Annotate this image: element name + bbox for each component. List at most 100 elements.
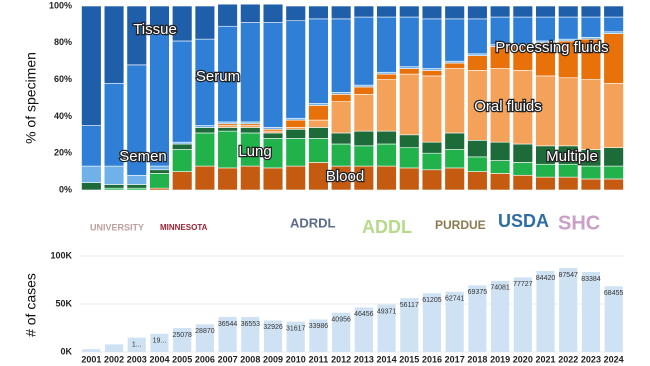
bar-segment [172,5,193,42]
x-tick-label: 2011 [309,354,329,364]
y-tick-label: 40% [54,111,72,121]
bar-segment [467,140,488,158]
value-label: 36553 [241,321,261,328]
bar [127,337,146,352]
bar-segment [172,171,193,191]
bar-segment [308,5,329,20]
x-tick-label: 2012 [331,354,351,364]
bar [104,344,124,352]
x-tick-label: 2024 [604,354,624,364]
bar-segment [580,5,602,18]
bar-segment [444,18,465,62]
bar-segment [421,5,443,20]
bar-segment [285,138,306,167]
bar-segment [376,79,397,132]
x-tick-label: 2022 [558,354,578,364]
bar-segment [444,5,465,20]
bar [309,319,328,352]
x-tick-label: 2013 [354,354,374,364]
bar-segment [558,16,579,40]
bar-segment [489,5,511,18]
bar-segment [103,165,125,185]
x-tick-label: 2002 [104,354,124,364]
bar-segment [194,165,216,191]
bar-segment [353,94,375,132]
bar [513,277,532,352]
bar-segment [172,149,193,172]
bar [263,320,283,352]
bar-segment [603,165,624,180]
bar-segment [285,119,306,128]
value-label: 33986 [309,323,329,330]
bar-segment [330,143,352,167]
bar-segment [149,173,170,189]
x-tick-label: 2007 [218,354,238,364]
bar-segment [330,132,352,145]
bar-segment [285,165,306,191]
bar [241,316,260,352]
bar-segment [467,156,488,172]
bar-segment [149,5,170,34]
bar-segment [376,130,397,145]
bar-segment [421,18,443,69]
bar [173,327,192,352]
bar-segment [240,127,261,134]
x-tick-label: 2021 [536,354,556,364]
bar-segment [558,163,579,178]
bar-segment [603,5,624,18]
series-label: Lung [238,143,271,160]
bar-segment [285,20,306,119]
x-tick-label: 2015 [399,354,419,364]
bar-segment [558,77,579,147]
bar-segment [467,55,488,71]
series-label: Multiple [546,148,598,165]
bar-segment [535,5,556,18]
bar-segment [489,173,511,191]
bar-segment [444,62,465,69]
bar-segment [421,141,443,154]
value-label: 61205 [422,297,442,304]
bar-segment [580,16,602,38]
bar-segment [535,16,556,42]
bar [377,304,396,352]
bar-segment [149,165,170,171]
bar-segment [194,5,216,40]
bar-segment [308,18,329,104]
bar-segment [603,147,624,167]
bar-segment [603,178,624,191]
bar-segment [421,152,443,171]
bar [354,307,373,352]
logo: MINNESOTA [160,223,208,232]
bar-segment [444,132,465,150]
x-tick-label: 2016 [422,354,442,364]
value-label: 87547 [558,272,578,279]
series-label: Blood [326,168,364,185]
y-tick-label: 20% [54,148,72,158]
bar-segment [81,165,102,183]
y-tick-label: 50K [55,298,72,308]
logo: UNIVERSITY [90,222,144,232]
bar-segment [512,162,533,176]
bar-segment [103,5,125,84]
bar-segment [512,174,533,191]
bottom-y-axis-title: # of cases [23,273,39,337]
bar-segment [399,73,420,136]
bar-segment [535,163,556,178]
value-label: 19... [153,338,167,345]
top-y-axis-title: % of specimen [23,52,39,144]
bar-segment [308,119,329,128]
value-label: 69375 [468,289,488,296]
bar-segment [512,143,533,163]
bar [195,324,214,352]
value-label: 74081 [490,285,510,292]
bar-segment [376,165,397,191]
y-tick-label: 100% [49,0,72,10]
bar-segment [603,16,624,33]
value-label: 68455 [604,290,624,297]
bar-segment [444,149,465,169]
logo: ADRDL [290,215,336,230]
bar-segment [376,5,397,18]
bar-segment [81,182,102,191]
bar [559,267,578,352]
value-label: 84420 [536,275,556,282]
